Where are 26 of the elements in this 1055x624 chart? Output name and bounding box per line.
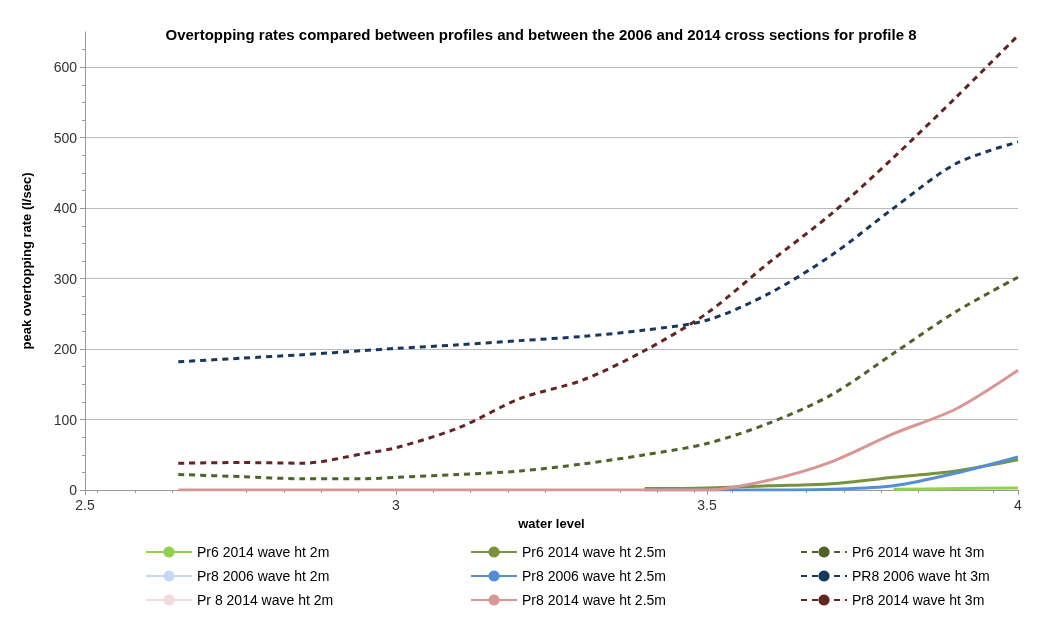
- chart-title: Overtopping rates compared between profiles and between the 2006 and 2014 cross sections for profile 8: [165, 25, 917, 43]
- y-tick-label: 300: [53, 270, 78, 287]
- legend-label: Pr8 2006 wave ht 2.5m: [522, 568, 666, 584]
- y-tick-label: 100: [53, 411, 78, 428]
- y-tick-label: 400: [53, 200, 78, 217]
- y-tick-label: 200: [53, 341, 78, 358]
- line-series: [176, 368, 1020, 492]
- line-series: [176, 140, 1020, 364]
- legend-label: Pr6 2014 wave ht 3m: [852, 544, 985, 560]
- x-tick-label: 4: [1014, 497, 1023, 513]
- x-axis-title: water level: [517, 515, 585, 531]
- legend-label: Pr 8 2014 wave ht 2m: [197, 592, 334, 608]
- y-tick-label: 600: [53, 59, 78, 76]
- x-tick-label: 3: [392, 497, 401, 513]
- legend-label: Pr6 2014 wave ht 2.5m: [522, 544, 666, 560]
- legend-label: PR8 2006 wave ht 3m: [852, 568, 990, 584]
- legend-label: Pr6 2014 wave ht 2m: [197, 544, 330, 560]
- legend-label: Pr8 2014 wave ht 3m: [852, 592, 985, 608]
- x-tick-label: 2.5: [75, 497, 95, 513]
- line-series: [176, 275, 1020, 481]
- x-tick-label: 3.5: [697, 497, 717, 513]
- y-tick-label: 0: [69, 482, 78, 498]
- y-axis-title: peak overtopping rate (l/sec): [19, 172, 34, 350]
- y-tick-label: 500: [53, 129, 78, 146]
- legend-label: Pr8 2006 wave ht 2m: [197, 568, 330, 584]
- legend-label: Pr8 2014 wave ht 2.5m: [522, 592, 666, 608]
